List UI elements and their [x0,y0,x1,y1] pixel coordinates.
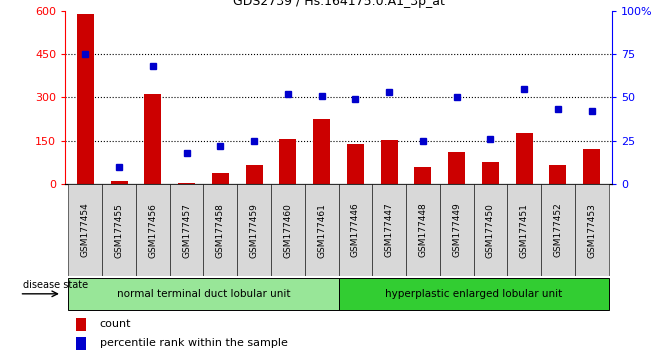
Bar [279,139,296,184]
Bar [170,184,204,276]
Text: GSM177458: GSM177458 [216,202,225,258]
Text: GSM177451: GSM177451 [519,202,529,258]
Text: GSM177461: GSM177461 [317,202,326,258]
Bar [473,184,507,276]
Text: GSM177457: GSM177457 [182,202,191,258]
Text: GSM177459: GSM177459 [249,202,258,258]
Text: count: count [100,319,131,329]
Bar [575,184,609,276]
Text: percentile rank within the sample: percentile rank within the sample [100,338,288,348]
Bar [136,184,170,276]
Bar [549,165,566,184]
Text: GSM177448: GSM177448 [419,203,428,257]
Bar [76,337,86,350]
Bar [347,144,364,184]
Bar [271,184,305,276]
Text: disease state: disease state [23,280,88,290]
Text: GSM177447: GSM177447 [385,203,394,257]
Text: GSM177446: GSM177446 [351,203,360,257]
Bar [68,184,102,276]
Bar [440,184,473,276]
Bar [541,184,575,276]
Bar [204,184,237,276]
Text: GSM177453: GSM177453 [587,202,596,258]
Bar [339,278,609,310]
Bar [237,184,271,276]
Text: GSM177452: GSM177452 [553,203,562,257]
Bar [415,167,432,184]
Text: GSM177456: GSM177456 [148,202,158,258]
Text: GSM177454: GSM177454 [81,203,90,257]
Bar [583,149,600,184]
Bar [76,318,86,331]
Bar [372,184,406,276]
Bar [77,13,94,184]
Bar [68,278,339,310]
Bar [339,184,372,276]
Bar [381,140,398,184]
Bar [102,184,136,276]
Text: GSM177450: GSM177450 [486,202,495,258]
Bar [516,133,533,184]
Bar [212,172,229,184]
Bar [178,183,195,184]
Text: hyperplastic enlarged lobular unit: hyperplastic enlarged lobular unit [385,289,562,299]
Bar [305,184,339,276]
Bar [449,152,465,184]
Text: GSM177449: GSM177449 [452,203,461,257]
Text: GSM177455: GSM177455 [115,202,124,258]
Bar [245,165,262,184]
Bar [111,181,128,184]
Text: GSM177460: GSM177460 [283,202,292,258]
Bar [406,184,440,276]
Bar [507,184,541,276]
Text: normal terminal duct lobular unit: normal terminal duct lobular unit [117,289,290,299]
Bar [145,95,161,184]
Bar [313,119,330,184]
Title: GDS2739 / Hs.164175.0.A1_3p_at: GDS2739 / Hs.164175.0.A1_3p_at [232,0,445,8]
Bar [482,162,499,184]
